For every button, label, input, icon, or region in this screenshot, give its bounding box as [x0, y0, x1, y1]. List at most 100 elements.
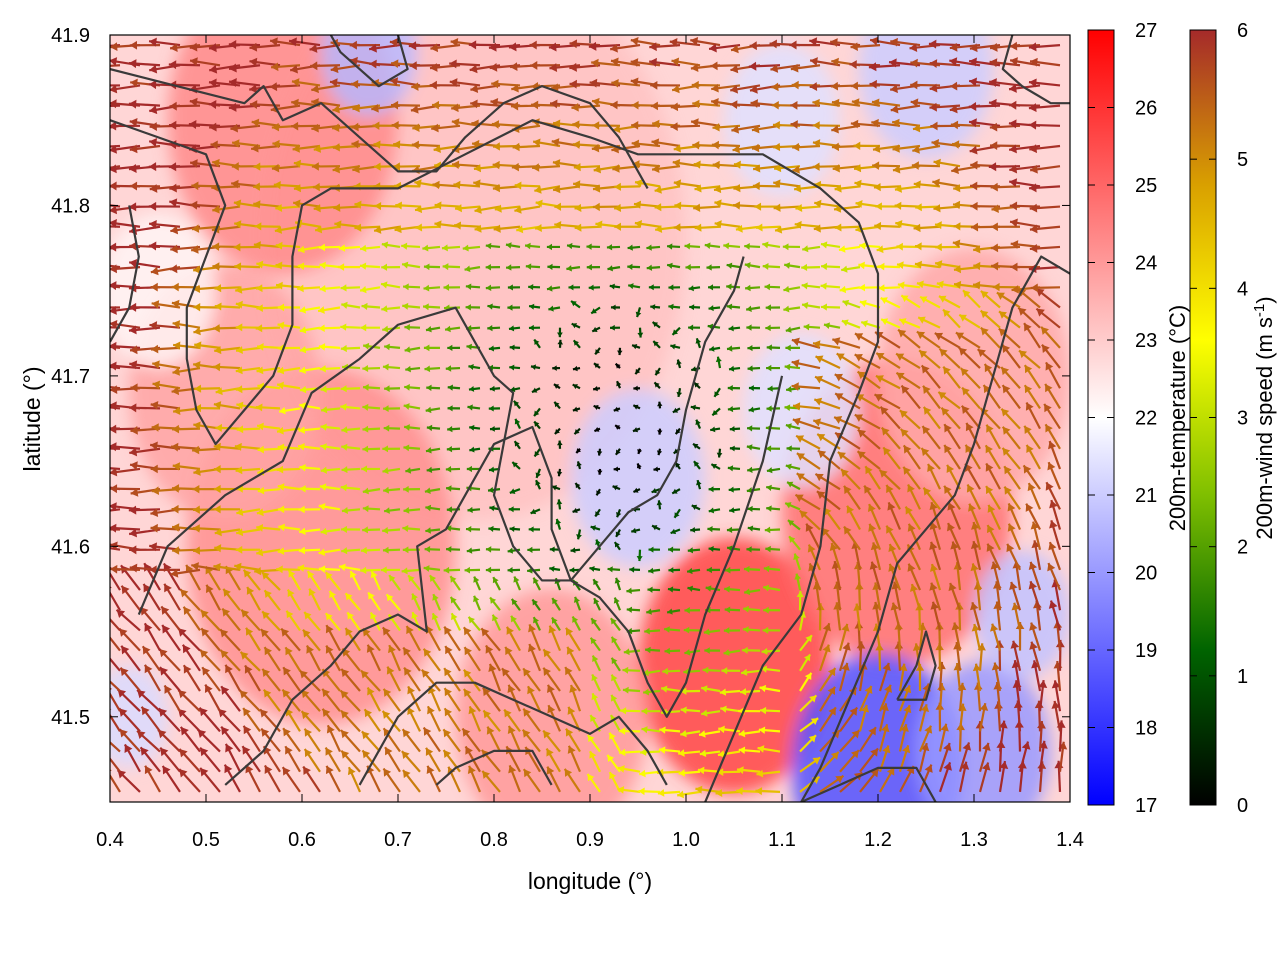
wind-arrow	[297, 442, 321, 451]
wind-arrow	[1028, 103, 1061, 113]
wind-arrow	[607, 566, 621, 573]
wind-arrow	[673, 179, 701, 188]
wind-arrow	[634, 367, 641, 375]
wind-arrow	[369, 611, 381, 631]
wind-arrow	[593, 426, 601, 433]
wind-arrow	[150, 464, 181, 474]
wind-arrow	[1048, 600, 1062, 631]
wind-arrow	[321, 708, 341, 733]
terrain-contour-line	[896, 630, 937, 701]
wind-arrow	[129, 447, 161, 457]
wind-arrow	[509, 488, 521, 495]
wind-arrow	[623, 648, 641, 656]
x-tick-label: 0.4	[96, 829, 124, 851]
wind-arrow	[443, 284, 461, 291]
wind-arrow	[812, 162, 841, 171]
wind-arrow	[934, 332, 961, 349]
wind-arrow	[933, 204, 961, 213]
wind-arrow	[551, 597, 561, 611]
wind-arrow	[911, 161, 941, 170]
wind-arrow	[726, 345, 741, 352]
wind-arrow	[423, 565, 441, 572]
wind-arrow	[595, 488, 602, 496]
wind-arrow	[593, 597, 601, 611]
terrain-contour-line	[110, 68, 649, 189]
wind-arrow	[533, 407, 541, 417]
wind-arrow	[1017, 306, 1041, 329]
wind-arrow	[434, 201, 461, 210]
wind-arrow	[909, 583, 922, 611]
wind-arrow	[650, 80, 681, 90]
wind-arrow	[501, 667, 521, 692]
wind-arrow	[403, 666, 421, 692]
wind-arrow	[723, 242, 741, 250]
wind-arrow	[610, 324, 621, 331]
wind-arrow	[303, 748, 321, 773]
wind-arrow	[791, 359, 821, 370]
wind-arrow	[674, 427, 681, 435]
wind-arrow	[878, 723, 890, 752]
wind-arrow	[660, 685, 681, 693]
wind-arrow	[426, 384, 441, 392]
wind-arrow	[302, 765, 321, 793]
wind-arrow	[592, 202, 621, 212]
wind-arrow	[151, 300, 181, 309]
wind-arrow	[614, 182, 641, 191]
wind-arrow	[773, 203, 801, 212]
wind-arrow	[565, 627, 581, 652]
wind-arrow	[513, 576, 522, 591]
wind-arrow	[680, 706, 701, 714]
wind-arrow	[784, 262, 801, 269]
colorbar-tick-label: 1	[1237, 666, 1248, 688]
wind-arrow	[813, 397, 841, 410]
wind-arrow	[507, 725, 522, 752]
wind-arrow	[110, 657, 121, 672]
wind-arrow	[403, 444, 421, 452]
wind-arrow	[951, 140, 981, 149]
wind-arrow	[938, 742, 952, 773]
wind-arrow	[235, 346, 261, 354]
wind-arrow	[362, 403, 381, 411]
wind-arrow	[303, 611, 321, 632]
wind-arrow	[426, 705, 441, 732]
wind-arrow	[551, 616, 561, 632]
wind-arrow	[128, 59, 161, 69]
wind-arrow	[760, 665, 781, 673]
wind-arrow	[839, 749, 860, 773]
wind-arrow	[191, 562, 221, 571]
wind-arrow	[774, 225, 801, 234]
wind-arrow	[395, 201, 421, 210]
wind-arrow	[610, 657, 621, 672]
wind-arrow	[796, 472, 821, 491]
wind-arrow	[917, 316, 941, 329]
wind-arrow	[1040, 326, 1061, 349]
wind-arrow	[285, 707, 301, 732]
wind-arrow	[840, 468, 861, 490]
wind-arrow	[853, 141, 881, 150]
wind-arrow	[1049, 520, 1062, 551]
temperature-colorbar-label: 200m-temperature (°C)	[1165, 305, 1190, 531]
wind-arrow	[282, 727, 301, 753]
wind-arrow	[116, 688, 141, 712]
wind-arrow	[741, 646, 761, 654]
wind-arrow	[690, 118, 721, 127]
wind-arrow	[287, 569, 301, 591]
wind-arrow	[310, 61, 341, 71]
wind-arrow	[1035, 287, 1061, 309]
wind-arrow	[678, 769, 701, 777]
wind-arrow	[882, 446, 901, 470]
wind-arrow	[235, 385, 261, 394]
wind-arrow	[362, 487, 381, 495]
wind-arrow	[325, 624, 341, 652]
wind-arrow	[918, 703, 930, 732]
wind-arrow	[724, 566, 741, 574]
colorbar-tick-label: 18	[1135, 718, 1157, 740]
wind-arrow	[755, 787, 781, 796]
wind-arrow	[712, 123, 741, 132]
wind-arrow	[532, 138, 561, 148]
wind-arrow	[115, 608, 141, 632]
wind-arrow	[785, 344, 801, 352]
wind-arrow	[420, 669, 441, 692]
wind-arrow	[892, 144, 921, 153]
wind-arrow	[299, 366, 321, 374]
